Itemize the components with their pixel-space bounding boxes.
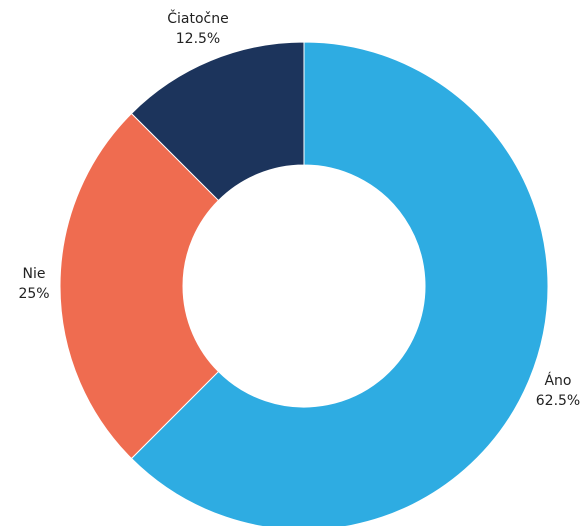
slice-ano <box>130 41 549 526</box>
slice-label-name: Nie <box>23 266 46 282</box>
donut-slices <box>59 41 549 526</box>
slice-label-value: 25% <box>18 286 49 302</box>
slice-label-value: 62.5% <box>536 393 580 409</box>
slice-ciatocne <box>130 41 305 202</box>
slice-label-value: 12.5% <box>176 31 220 47</box>
slice-label-name: Áno <box>544 372 571 389</box>
slice-label-name: Čiatočne <box>167 9 228 27</box>
slice-nie <box>59 112 220 460</box>
donut-labels: Áno 62.5% Nie 25% Čiatočne 12.5% <box>18 9 580 409</box>
